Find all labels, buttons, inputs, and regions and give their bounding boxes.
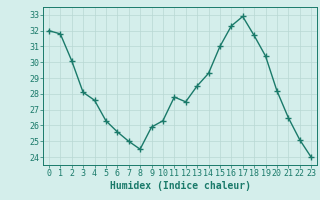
X-axis label: Humidex (Indice chaleur): Humidex (Indice chaleur): [109, 181, 251, 191]
